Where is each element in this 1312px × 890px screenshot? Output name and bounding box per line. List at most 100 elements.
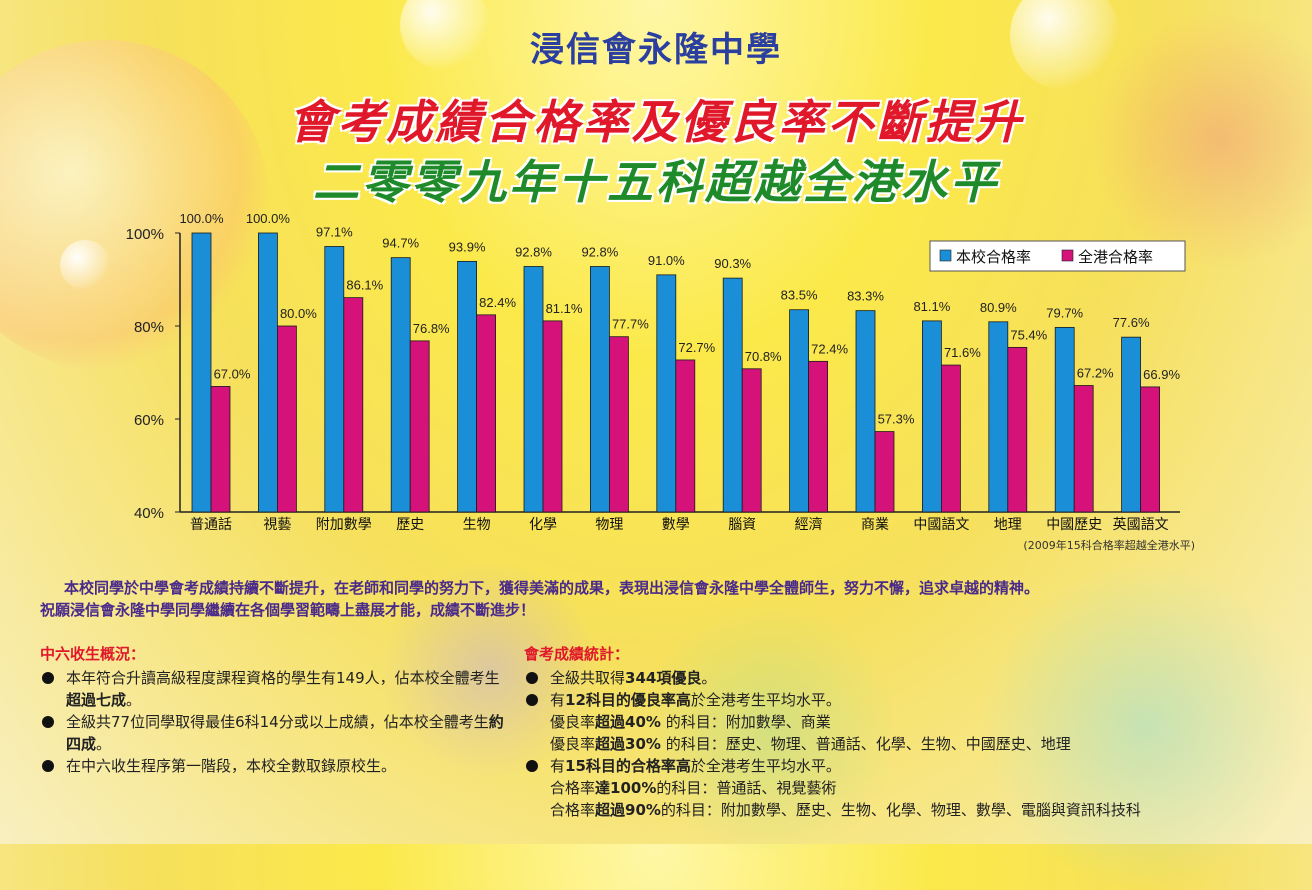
hk-pass-value-label: 76.8% xyxy=(413,321,450,336)
hk-pass-value-label: 71.6% xyxy=(944,345,981,360)
school-pass-value-label: 77.6% xyxy=(1113,315,1150,330)
hk-pass-bar xyxy=(1007,346,1028,513)
x-category-label: 普通話 xyxy=(190,516,232,533)
school-pass-bar xyxy=(988,321,1009,513)
list-item: 全級共77位同學取得最佳6科14分或以上成績，佔本校全體考生約四成。 xyxy=(40,711,510,755)
hk-pass-bar xyxy=(343,297,364,513)
x-category-label: 英國語文 xyxy=(1113,516,1169,533)
hk-pass-bar xyxy=(609,336,629,513)
hk-pass-bar xyxy=(874,431,895,513)
school-pass-value-label: 100.0% xyxy=(246,211,291,226)
hk-pass-bar xyxy=(409,340,430,513)
x-category-label: 腦資 xyxy=(728,517,756,533)
y-tick-label: 60% xyxy=(134,412,164,429)
headline-1: 會考成績合格率及優良率不斷提升 xyxy=(288,95,1024,149)
chart-legend: 本校合格率 全港合格率 xyxy=(929,240,1186,272)
hk-pass-value-label: 86.1% xyxy=(346,278,383,293)
school-pass-bar xyxy=(1121,336,1141,513)
bullet-icon xyxy=(42,672,54,684)
hk-pass-value-label: 67.0% xyxy=(214,366,251,381)
hk-pass-value-label: 81.1% xyxy=(546,301,583,316)
school-pass-value-label: 91.0% xyxy=(648,253,685,268)
y-tick-label: 40% xyxy=(134,505,164,522)
x-category-label: 物理 xyxy=(595,517,623,533)
sub-line: 合格率超過90%的科目：附加數學、歷史、生物、化學、物理、數學、電腦與資訊科技科 xyxy=(550,801,1141,819)
school-name: 浸信會永隆中學 xyxy=(530,30,782,70)
hk-pass-bar xyxy=(675,359,696,513)
hk-pass-value-label: 80.0% xyxy=(280,306,317,321)
y-tick-label: 100% xyxy=(126,226,164,243)
school-pass-bar xyxy=(590,266,610,513)
x-category-label: 地理 xyxy=(994,517,1022,533)
school-pass-bar xyxy=(523,266,544,513)
bullet-icon xyxy=(42,760,54,772)
hk-pass-value-label: 72.4% xyxy=(811,341,848,356)
school-pass-value-label: 81.1% xyxy=(913,299,950,314)
school-pass-bar xyxy=(855,310,876,513)
x-category-label: 化學 xyxy=(529,517,557,533)
hk-pass-value-label: 67.2% xyxy=(1077,366,1114,381)
school-pass-bar xyxy=(789,309,809,513)
hk-pass-value-label: 70.8% xyxy=(745,349,782,364)
x-category-label: 歷史 xyxy=(396,517,424,533)
intro-paragraph-2: 祝願浸信會永隆中學同學繼續在各個學習範疇上盡展才能，成績不斷進步！ xyxy=(40,601,536,619)
school-pass-bar xyxy=(390,257,411,513)
school-pass-value-label: 92.8% xyxy=(515,244,552,259)
school-pass-value-label: 80.9% xyxy=(980,300,1017,315)
exam-stats-title: 會考成績統計： xyxy=(524,645,630,663)
hk-pass-bar xyxy=(210,386,231,513)
hk-pass-bar xyxy=(542,320,563,513)
school-pass-value-label: 100.0% xyxy=(179,211,224,226)
legend-swatch xyxy=(1061,249,1074,262)
school-pass-value-label: 83.5% xyxy=(781,288,818,303)
school-pass-bar xyxy=(1054,326,1075,513)
list-item: 在中六收生程序第一階段，本校全數取錄原校生。 xyxy=(40,755,510,777)
legend-swatch xyxy=(939,249,952,262)
chart-footnote: (2009年15科合格率超越全港水平) xyxy=(1023,538,1195,552)
hk-pass-bar xyxy=(1140,386,1160,513)
headline-2: 二零零九年十五科超越全港水平 xyxy=(313,155,999,209)
school-pass-bar xyxy=(656,274,677,513)
school-pass-value-label: 93.9% xyxy=(449,239,486,254)
bullet-icon xyxy=(526,694,538,706)
legend-label: 全港合格率 xyxy=(1078,248,1153,266)
school-pass-bar xyxy=(324,246,345,513)
school-pass-value-label: 92.8% xyxy=(581,244,618,259)
y-tick-label: 80% xyxy=(134,319,164,336)
exam-stats-section: 會考成績統計： 全級共取得344項優良。 有12科目的優良率高於全港考生平均水平… xyxy=(524,643,1284,821)
school-pass-value-label: 83.3% xyxy=(847,289,884,304)
pass-rate-chart: 40% 60% 80% 100% 100.0% 67.0% 普通話 100.0% 80.0% 視… xyxy=(126,211,1195,552)
bullet-icon xyxy=(526,672,538,684)
hk-pass-value-label: 72.7% xyxy=(678,340,715,355)
hk-pass-bar xyxy=(741,368,762,513)
hk-pass-bar xyxy=(1073,385,1094,513)
bullet-icon xyxy=(42,716,54,728)
x-category-label: 數學 xyxy=(662,517,690,533)
school-pass-value-label: 94.7% xyxy=(382,236,419,251)
s6-intake-section: 中六收生概況： 本年符合升讀高級程度課程資格的學生有149人，佔本校全體考生超過… xyxy=(40,643,510,777)
hk-pass-bar xyxy=(476,314,497,513)
school-pass-bar xyxy=(191,232,212,513)
s6-intake-title: 中六收生概況： xyxy=(40,645,146,663)
intro-paragraph-1: 本校同學於中學會考成績持續不斷提升，在老師和同學的努力下，獲得美滿的成果，表現出… xyxy=(64,579,1040,597)
x-category-label: 視藝 xyxy=(263,517,291,533)
x-category-label: 中國語文 xyxy=(913,517,969,533)
sub-line: 合格率達100%的科目：普通話、視覺藝術 xyxy=(550,779,837,797)
hk-pass-bar xyxy=(276,325,297,513)
legend-label: 本校合格率 xyxy=(956,248,1031,266)
hk-pass-value-label: 66.9% xyxy=(1143,367,1180,382)
sub-line: 優良率超過30% 的科目：歷史、物理、普通話、化學、生物、中國歷史、地理 xyxy=(550,735,1071,753)
x-category-label: 附加數學 xyxy=(316,517,372,533)
list-item: 全級共取得344項優良。 xyxy=(524,667,1284,689)
intro-text: 本校同學於中學會考成績持續不斷提升，在老師和同學的努力下，獲得美滿的成果，表現出… xyxy=(40,577,1280,621)
school-pass-bar xyxy=(257,232,278,513)
list-item: 有12科目的優良率高於全港考生平均水平。 xyxy=(524,689,1284,711)
list-item: 本年符合升讀高級程度課程資格的學生有149人，佔本校全體考生超過七成。 xyxy=(40,667,510,711)
school-pass-value-label: 97.1% xyxy=(316,224,353,239)
hk-pass-bar xyxy=(808,360,828,513)
hk-pass-value-label: 57.3% xyxy=(878,412,915,427)
school-pass-bar xyxy=(722,277,743,513)
school-pass-bar xyxy=(457,260,478,513)
hk-pass-bar xyxy=(941,364,961,513)
hk-pass-value-label: 75.4% xyxy=(1010,327,1047,342)
